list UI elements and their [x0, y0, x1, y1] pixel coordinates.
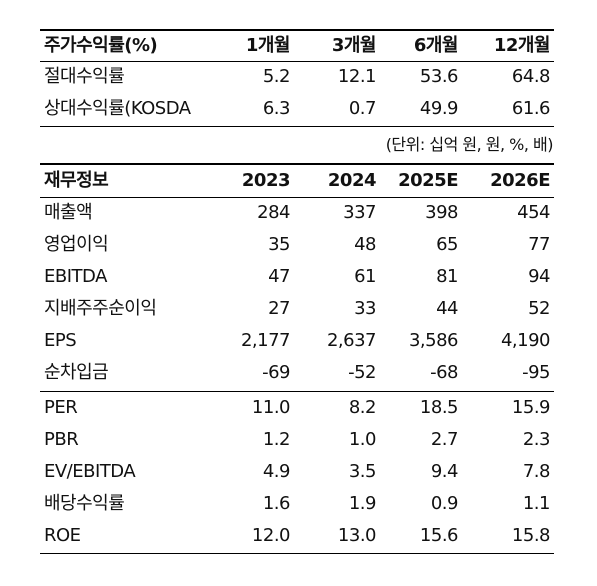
row-value: 15.9: [511, 397, 551, 418]
row-value: 11.0: [251, 397, 291, 418]
financials-header-rule: [40, 197, 554, 198]
financials-header-label: 재무정보: [44, 170, 109, 191]
row-value: 94: [528, 266, 550, 287]
row-value: 81: [436, 266, 458, 287]
row-value: 61.6: [511, 98, 551, 119]
table-row: PBR 1.2 1.0 2.7 2.3: [40, 425, 554, 455]
row-label: EPS: [44, 330, 77, 351]
row-value: 15.8: [511, 525, 551, 546]
row-label: EBITDA: [44, 266, 107, 287]
row-value: 52: [528, 298, 550, 319]
financials-header-2023: 2023: [241, 170, 291, 191]
row-value: 0.7: [348, 98, 377, 119]
unit-note: (단위: 십억 원, 원, %, 배): [385, 135, 554, 154]
table-row: EPS 2,177 2,637 3,586 4,190: [40, 326, 554, 356]
row-value: 1.0: [348, 429, 377, 450]
table-row: 배당수익률 1.6 1.9 0.9 1.1: [40, 489, 554, 519]
row-value: -95: [522, 362, 550, 383]
row-value: 12.1: [337, 66, 377, 87]
row-value: 2,177: [240, 330, 291, 351]
returns-header-12m: 12개월: [493, 35, 551, 56]
returns-header-1m: 1개월: [245, 35, 291, 56]
row-value: 1.1: [522, 493, 551, 514]
row-value: 337: [343, 202, 376, 223]
row-value: 27: [268, 298, 290, 319]
returns-header-6m: 6개월: [413, 35, 459, 56]
row-value: 1.9: [348, 493, 377, 514]
row-value: 0.9: [430, 493, 459, 514]
financials-header-2024: 2024: [327, 170, 377, 191]
row-value: 33: [354, 298, 376, 319]
row-value: 2,637: [326, 330, 377, 351]
financials-header-row: 재무정보 2023 2024 2025E 2026E: [40, 166, 554, 196]
table-row: 매출액 284 337 398 454: [40, 198, 554, 228]
row-value: 4.9: [262, 461, 291, 482]
row-value: 5.2: [262, 66, 291, 87]
returns-header-label: 주가수익률(%): [44, 35, 158, 56]
financials-top-rule: [40, 163, 554, 165]
valuation-divider: [40, 391, 554, 392]
table-row: 절대수익률 5.2 12.1 53.6 64.8: [40, 62, 554, 92]
row-value: 61: [354, 266, 376, 287]
row-value: -69: [262, 362, 290, 383]
table-row: EBITDA 47 61 81 94: [40, 262, 554, 292]
table-row: 상대수익률(KOSDA 6.3 0.7 49.9 61.6: [40, 94, 554, 124]
row-value: 12.0: [251, 525, 291, 546]
table-row: 지배주주순이익 27 33 44 52: [40, 294, 554, 324]
row-value: 8.2: [348, 397, 377, 418]
row-value: 3.5: [348, 461, 377, 482]
table-row: ROE 12.0 13.0 15.6 15.8: [40, 521, 554, 551]
row-value: 53.6: [419, 66, 459, 87]
financials-header-2025e: 2025E: [398, 170, 458, 191]
row-value: 284: [257, 202, 290, 223]
row-value: 9.4: [430, 461, 459, 482]
row-label: 매출액: [44, 202, 93, 223]
row-value: 65: [436, 234, 458, 255]
row-value: -52: [348, 362, 376, 383]
row-value: -68: [430, 362, 458, 383]
returns-header-row: 주가수익률(%) 1개월 3개월 6개월 12개월: [40, 31, 554, 61]
row-value: 77: [528, 234, 550, 255]
row-label: PER: [44, 397, 78, 418]
row-value: 7.8: [522, 461, 551, 482]
row-label: 순차입금: [44, 362, 109, 383]
row-value: 13.0: [337, 525, 377, 546]
table-row: PER 11.0 8.2 18.5 15.9: [40, 393, 554, 423]
table-row: EV/EBITDA 4.9 3.5 9.4 7.8: [40, 457, 554, 487]
row-value: 2.7: [430, 429, 459, 450]
financials-header-2026e: 2026E: [490, 170, 550, 191]
row-value: 47: [268, 266, 290, 287]
row-label: ROE: [44, 525, 81, 546]
financials-bottom-rule: [40, 553, 554, 554]
row-value: 15.6: [419, 525, 459, 546]
table-row: 순차입금 -69 -52 -68 -95: [40, 358, 554, 388]
row-value: 6.3: [262, 98, 291, 119]
row-value: 35: [268, 234, 290, 255]
table-row: 영업이익 35 48 65 77: [40, 230, 554, 260]
row-value: 4,190: [500, 330, 551, 351]
row-value: 2.3: [522, 429, 551, 450]
returns-header-rule: [40, 61, 554, 62]
row-label: 지배주주순이익: [44, 298, 157, 319]
row-value: 18.5: [419, 397, 459, 418]
row-label: EV/EBITDA: [44, 461, 136, 482]
row-value: 3,586: [408, 330, 459, 351]
returns-header-3m: 3개월: [331, 35, 377, 56]
row-value: 1.6: [262, 493, 291, 514]
row-label: 영업이익: [44, 234, 109, 255]
returns-bottom-rule: [40, 126, 554, 127]
row-value: 64.8: [511, 66, 551, 87]
row-value: 44: [436, 298, 458, 319]
row-value: 1.2: [262, 429, 291, 450]
row-value: 454: [517, 202, 550, 223]
row-value: 48: [354, 234, 376, 255]
row-label: 상대수익률(KOSDA: [44, 98, 191, 119]
row-label: PBR: [44, 429, 79, 450]
row-value: 398: [425, 202, 458, 223]
returns-top-rule: [40, 29, 554, 31]
row-value: 49.9: [419, 98, 459, 119]
row-label: 배당수익률: [44, 493, 125, 514]
row-label: 절대수익률: [44, 66, 125, 87]
